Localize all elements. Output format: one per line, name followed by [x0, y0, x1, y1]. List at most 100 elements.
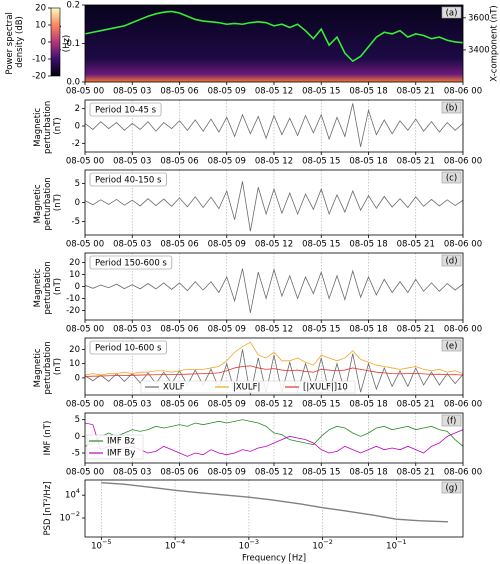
- plot-frame: [84, 99, 464, 153]
- x-tick-label: 08-05 00: [66, 325, 104, 335]
- y-axis-label: Magnetic perturbation (nT): [33, 339, 63, 395]
- y-axis-label: IMF (nT): [43, 421, 53, 456]
- annotation: Period 40-150 s: [95, 176, 162, 186]
- series-line: [85, 181, 463, 232]
- y-tick-label: -20: [66, 306, 80, 316]
- x-tick-label: 08-05 15: [302, 400, 340, 410]
- y-tick-label: 10: [69, 270, 80, 280]
- x-tick-label: 08-05 21: [397, 468, 435, 478]
- colorbar-tick-label: -20: [32, 72, 46, 82]
- x-tick-label: 08-05 03: [113, 468, 151, 478]
- x-tick-label: 08-05 09: [208, 87, 246, 97]
- series-line: [85, 365, 463, 377]
- legend-box: [140, 380, 356, 394]
- x-tick-label: 08-05 21: [397, 87, 435, 97]
- x-tick-label: 08-05 18: [349, 157, 387, 167]
- x-tick-label: 08-05 15: [302, 240, 340, 250]
- x-tick-label: 08-05 09: [208, 325, 246, 335]
- x-tick-label: 08-05 15: [302, 325, 340, 335]
- y-tick-label: 10−2: [60, 510, 80, 524]
- annotation-box: [89, 102, 162, 117]
- y-tick-label: 0: [75, 432, 80, 442]
- x-tick-label: 10−2: [312, 538, 332, 552]
- annotation-box: [89, 255, 173, 270]
- series-line: [85, 349, 463, 395]
- series-line: [101, 481, 448, 523]
- x-tick-label: 08-05 15: [302, 87, 340, 97]
- x-tick-label: 08-05 03: [113, 325, 151, 335]
- x-tick-label: 08-05 06: [160, 468, 198, 478]
- x-tick-label: 08-05 21: [397, 400, 435, 410]
- panel-label: (a): [446, 9, 458, 19]
- x-tick-label: 08-05 12: [255, 157, 293, 167]
- y-tick-label: 104: [65, 487, 80, 501]
- panel-label: (b): [445, 104, 457, 114]
- colorbar-label: Power spectral density (dB): [5, 9, 25, 74]
- legend-label: [|XULF|]10: [303, 383, 348, 393]
- y-tick-label: 20: [69, 258, 80, 268]
- y-tick-label: 0: [75, 198, 80, 208]
- x-tick-label: 08-05 12: [255, 87, 293, 97]
- y-axis-label: Magnetic perturbation (nT): [33, 175, 63, 231]
- plot-frame: [84, 412, 464, 464]
- x-tick-label: 08-06 00: [444, 157, 482, 167]
- x-tick-label: 08-06 00: [444, 400, 482, 410]
- x-tick-label: 08-05 06: [160, 87, 198, 97]
- x-tick-label: 08-06 00: [444, 87, 482, 97]
- panel-label: (d): [445, 257, 457, 267]
- panel-label: (g): [445, 484, 457, 494]
- y-tick-label: 0.2: [66, 1, 80, 11]
- y-tick-label: 2: [75, 104, 80, 114]
- x-tick-label: 08-05 06: [160, 240, 198, 250]
- x-tick-label: 08-05 00: [66, 157, 104, 167]
- series-line: [85, 10, 463, 63]
- x-tick-label: 08-06 00: [444, 325, 482, 335]
- y-tick-label: -5: [72, 217, 80, 227]
- annotation-box: [89, 172, 167, 187]
- x-tick-label: 08-05 12: [255, 468, 293, 478]
- series-line: [85, 422, 463, 457]
- panel-label-box: [441, 6, 462, 19]
- x-tick-label: 08-05 12: [255, 240, 293, 250]
- panel-label: (c): [446, 174, 457, 184]
- x-tick-label: 08-05 03: [113, 157, 151, 167]
- x-tick-label: 08-05 09: [208, 400, 246, 410]
- x-tick-label: 08-05 21: [397, 325, 435, 335]
- annotation-box: [89, 340, 167, 355]
- x-tick-label: 08-05 06: [160, 325, 198, 335]
- y-tick-label: -2: [72, 139, 80, 149]
- x-tick-label: 08-05 00: [66, 468, 104, 478]
- x-tick-label: 08-05 06: [160, 157, 198, 167]
- y-tick-label: 20: [69, 345, 80, 355]
- y-tick-label: 0: [75, 282, 80, 292]
- panel-label-box: [441, 171, 462, 184]
- plot-frame: [84, 169, 464, 236]
- y-tick-label: 0.0: [66, 78, 80, 88]
- legend-label: IMF Bz: [107, 437, 135, 447]
- y-tick-label: 5: [75, 415, 80, 425]
- y-tick-label: -10: [66, 294, 80, 304]
- x-tick-label: 08-06 00: [444, 240, 482, 250]
- x-tick-label: 08-05 03: [113, 400, 151, 410]
- annotation: Period 10-45 s: [95, 106, 157, 116]
- x-tick-label: 08-05 00: [66, 400, 104, 410]
- x-tick-label: 08-05 18: [349, 468, 387, 478]
- y2-tick-label: 3400: [468, 45, 490, 55]
- y-tick-label: 5: [75, 179, 80, 189]
- x-tick-label: 08-05 18: [349, 400, 387, 410]
- y-tick-label: -5: [72, 449, 80, 459]
- x-tick-label: 08-05 09: [208, 157, 246, 167]
- y-axis-label: Magnetic perturbation (nT): [33, 259, 63, 315]
- y-axis-label: Magnetic perturbation (nT): [33, 98, 63, 154]
- x-tick-label: 08-05 12: [255, 400, 293, 410]
- annotation: Period 10-600 s: [95, 344, 162, 354]
- annotation: Period 150-600 s: [95, 259, 167, 269]
- x-tick-label: 08-05 18: [349, 325, 387, 335]
- plot-frame: [84, 4, 464, 83]
- x-tick-label: 10−3: [239, 538, 259, 552]
- x-tick-label: 08-05 03: [113, 240, 151, 250]
- legend-label: XULF: [163, 383, 185, 393]
- colorbar-tick-label: 0: [41, 38, 46, 48]
